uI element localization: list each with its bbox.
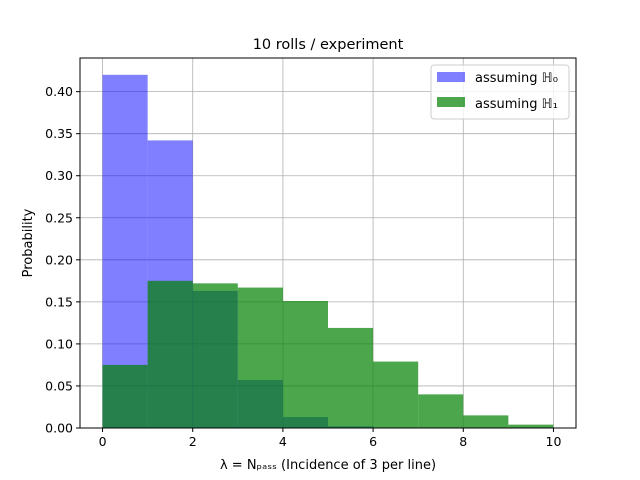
y-tick-label: 0.40 xyxy=(45,84,73,99)
histogram-bar-h1 xyxy=(328,327,374,428)
histogram-bar-h1 xyxy=(282,301,328,428)
y-tick-label: 0.15 xyxy=(45,294,73,309)
histogram-bars xyxy=(102,74,554,429)
histogram-bar-h1 xyxy=(102,364,148,428)
legend-box xyxy=(430,64,570,120)
histogram-bar-h1 xyxy=(508,424,554,428)
plot-frame xyxy=(79,57,577,429)
legend-swatch-h1 xyxy=(437,97,465,107)
legend-label-h0: assuming ℍ₀ xyxy=(475,71,558,86)
legend-swatch-h0 xyxy=(437,72,465,82)
histogram-bar-h1 xyxy=(463,415,509,428)
legend: assuming ℍ₀ assuming ℍ₁ xyxy=(430,64,570,120)
y-tick-label: 0.05 xyxy=(45,378,73,393)
chart-title: 10 rolls / experiment xyxy=(253,37,404,53)
histogram-bar-h1 xyxy=(418,394,464,428)
x-tick-label: 10 xyxy=(546,434,562,449)
legend-label-h1: assuming ℍ₁ xyxy=(475,97,558,112)
y-tick-label: 0.30 xyxy=(45,168,73,183)
histogram-bar-h1 xyxy=(237,287,283,428)
y-tick-label: 0.00 xyxy=(45,421,73,436)
y-tick-label: 0.35 xyxy=(45,126,73,141)
y-tick-label: 0.20 xyxy=(45,252,73,267)
histogram-bar-h1 xyxy=(147,280,193,428)
y-tick-label: 0.25 xyxy=(45,210,73,225)
x-axis-label: λ = Nₚₐₛₛ (Incidence of 3 per line) xyxy=(220,458,436,473)
x-tick-label: 4 xyxy=(279,434,287,449)
x-tick-label: 0 xyxy=(99,434,107,449)
histogram-bar-h1 xyxy=(373,361,419,428)
x-axis-ticks: 0 2 4 6 8 10 xyxy=(99,428,562,449)
y-axis-label: Probability xyxy=(21,208,36,277)
y-axis-ticks: 0.00 0.05 0.10 0.15 0.20 0.25 0.30 0.35 0.40 xyxy=(45,84,80,436)
y-tick-label: 0.10 xyxy=(45,336,73,351)
histogram-bar-h1 xyxy=(192,283,238,428)
x-tick-label: 8 xyxy=(459,434,467,449)
x-tick-label: 2 xyxy=(189,434,197,449)
x-tick-label: 6 xyxy=(369,434,377,449)
